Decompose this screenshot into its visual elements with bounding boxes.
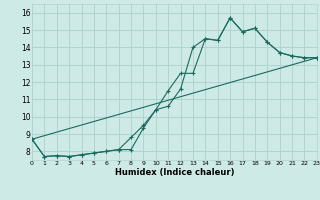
X-axis label: Humidex (Indice chaleur): Humidex (Indice chaleur) <box>115 168 234 177</box>
